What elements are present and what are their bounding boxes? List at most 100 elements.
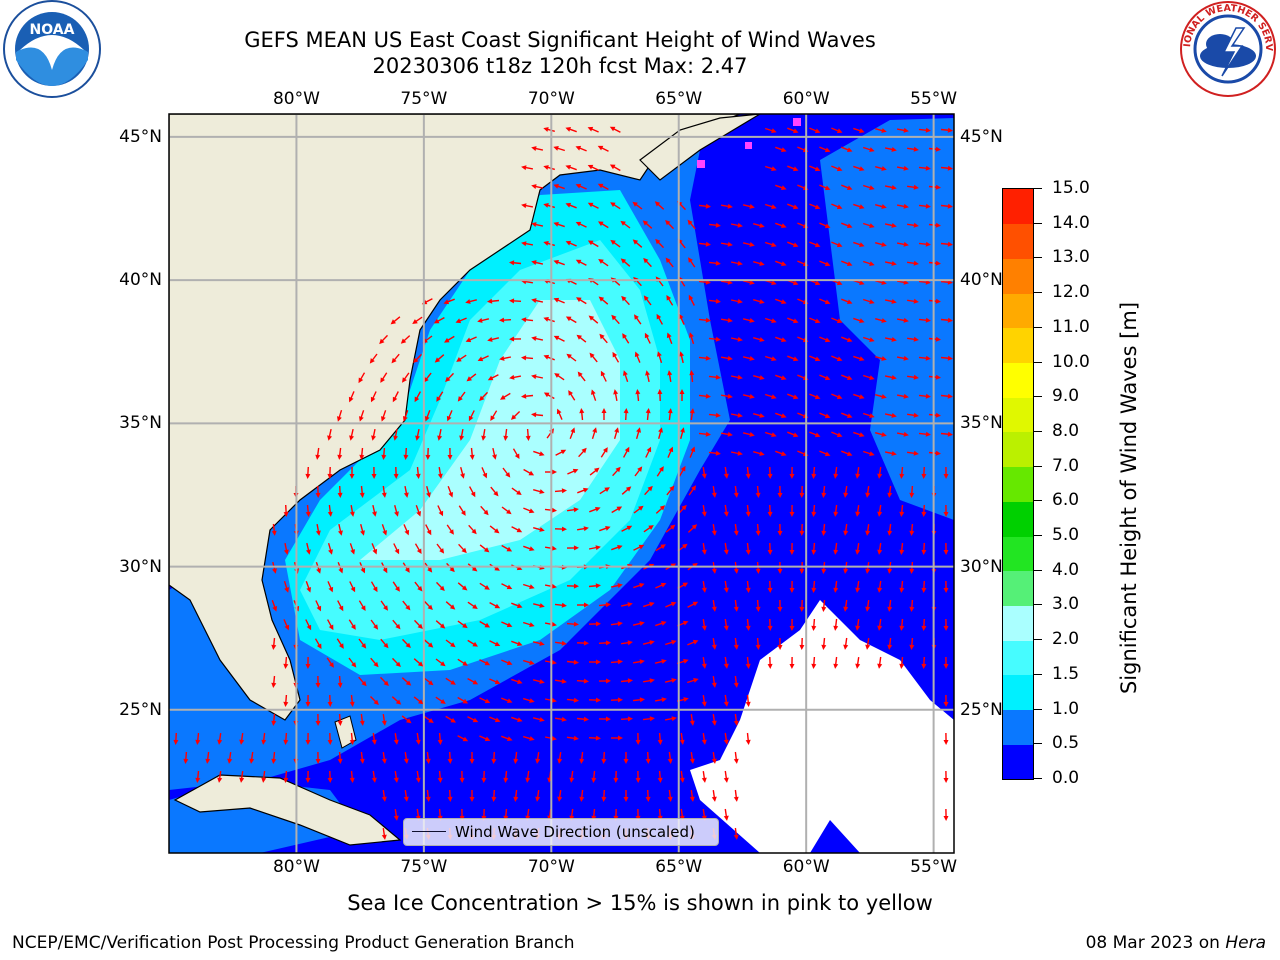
wave-arrow-head — [528, 470, 535, 476]
wave-arrow-head — [811, 625, 817, 631]
wave-arrow-head — [531, 374, 537, 380]
wave-arrow-head — [943, 626, 949, 631]
wave-arrow-head — [372, 548, 378, 555]
wave-arrow-head — [793, 204, 799, 210]
wave-arrow-head — [531, 260, 537, 265]
wave-arrow-head — [634, 351, 640, 358]
wave-arrow-head — [551, 545, 557, 551]
wave-arrow-head — [767, 549, 773, 555]
colorbar-segment — [1003, 327, 1033, 364]
wave-arrow-head — [711, 758, 717, 764]
wave-arrow-head — [598, 259, 604, 264]
wave-arrow-head — [284, 624, 290, 631]
wave-arrow-head — [943, 740, 949, 745]
wave-arrow-head — [749, 432, 755, 437]
wave-arrow-head — [437, 777, 443, 783]
wave-arrow-head — [529, 622, 535, 627]
wave-arrow-head — [500, 394, 506, 400]
wave-arrow-head — [381, 796, 387, 802]
wave-arrow-head — [327, 511, 333, 517]
wave-arrow-head — [705, 241, 711, 247]
wave-arrow-head — [899, 473, 905, 479]
colorbar-tick-mark — [1034, 500, 1042, 502]
wave-arrow-head — [427, 604, 433, 610]
colorbar-tick-mark — [1034, 673, 1042, 675]
wave-arrow-head — [637, 466, 643, 472]
wave-arrow-head — [595, 583, 601, 589]
wave-arrow-head — [667, 370, 673, 376]
wave-arrow-head — [668, 446, 674, 453]
wave-arrow-head — [767, 625, 773, 631]
wave-arrow-head — [656, 313, 662, 320]
wave-arrow-head — [543, 241, 549, 246]
wave-arrow-head — [781, 147, 787, 152]
wave-arrow-head — [659, 505, 666, 511]
colorbar-tick-label: 11.0 — [1052, 316, 1090, 337]
wave-arrow-head — [793, 128, 799, 134]
wave-arrow-head — [509, 298, 515, 304]
wave-arrow-head — [462, 623, 468, 629]
wave-arrow-head — [733, 720, 739, 726]
wave-arrow-head — [877, 663, 883, 669]
wave-arrow-head — [283, 701, 289, 707]
wave-arrow-head — [577, 371, 583, 377]
wave-arrow-head — [843, 606, 849, 612]
wave-arrow-head — [403, 416, 408, 422]
wave-arrow-head — [315, 683, 321, 688]
wave-arrow-head — [682, 620, 689, 626]
wave-arrow-head — [447, 796, 453, 802]
wave-arrow-head — [306, 624, 312, 631]
wave-arrow-head — [869, 299, 875, 304]
sea-ice-patch — [793, 118, 801, 126]
wave-arrow-head — [426, 529, 432, 536]
wave-arrow-head — [406, 718, 412, 724]
wave-arrow-head — [440, 661, 446, 667]
wave-arrow-head — [484, 547, 490, 553]
wave-arrow-head — [404, 567, 410, 573]
wave-arrow-head — [425, 796, 431, 802]
wave-arrow-head — [552, 469, 557, 475]
colorbar-tick-mark — [1034, 535, 1042, 537]
wave-arrow-head — [678, 313, 684, 320]
wave-arrow-head — [444, 337, 450, 343]
wave-arrow-head — [551, 736, 557, 741]
wave-arrow-head — [617, 697, 623, 703]
colorbar-tick-mark — [1034, 743, 1042, 745]
wave-arrow-head — [620, 220, 626, 226]
wave-arrow-head — [595, 545, 601, 551]
wave-arrow-head — [395, 661, 401, 667]
wave-arrow-head — [891, 299, 897, 304]
wave-arrow-head — [456, 357, 462, 362]
wave-arrow-head — [855, 473, 861, 479]
wave-arrow-head — [351, 662, 357, 668]
wave-arrow-head — [639, 583, 645, 588]
wave-arrow-head — [543, 127, 549, 132]
wave-arrow-head — [733, 834, 739, 840]
wave-arrow-head — [539, 603, 545, 608]
wave-arrow-head — [483, 509, 489, 516]
wave-arrow-head — [503, 777, 509, 783]
wave-arrow-head — [727, 241, 733, 247]
wave-arrow-head — [935, 298, 941, 304]
wave-arrow-head — [689, 408, 695, 414]
wave-arrow-head — [521, 203, 527, 209]
wave-arrow-head — [393, 473, 399, 479]
colorbar-segment — [1003, 397, 1033, 433]
wave-arrow-head — [679, 351, 684, 357]
wave-arrow-head — [733, 758, 739, 764]
wave-arrow-head — [745, 739, 751, 745]
colorbar-segment — [1003, 362, 1033, 398]
wave-arrow-head — [836, 280, 843, 286]
colorbar-tick-label: 1.0 — [1052, 698, 1080, 719]
wave-arrow-head — [509, 260, 515, 266]
wave-arrow-head — [373, 661, 379, 668]
wave-arrow-head — [561, 602, 567, 608]
colorbar-title: Significant Height of Wind Waves [m] — [1117, 301, 1141, 695]
wave-arrow-head — [943, 512, 949, 517]
colorbar-segment — [1003, 605, 1033, 641]
wave-arrow-head — [711, 720, 717, 726]
wave-arrow-head — [583, 526, 589, 532]
lon-label-top: 70°W — [527, 89, 575, 109]
colorbar-tick-label: 7.0 — [1052, 455, 1080, 476]
wave-arrow-head — [283, 663, 289, 669]
